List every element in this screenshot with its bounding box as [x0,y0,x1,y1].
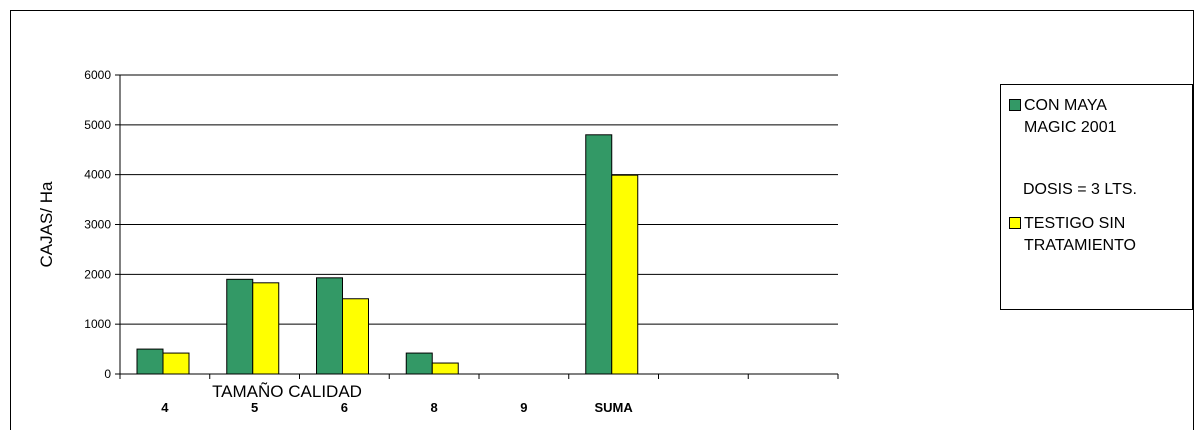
y-tick-label: 4000 [84,168,111,182]
bar-series-1 [405,352,433,375]
legend-dosis-note: DOSIS = 3 LTS. [1023,181,1137,198]
y-tick-label: 2000 [84,267,111,281]
bar-series-2 [342,298,369,375]
legend-item-series-2: TESTIGO SIN TRATAMIENTO [1009,213,1136,257]
x-axis-label: TAMAÑO CALIDAD [212,382,362,401]
x-tick-label: 5 [251,400,258,415]
legend-swatch-series-2 [1009,217,1021,229]
y-tick-label: 1000 [84,317,111,331]
x-tick-label: 4 [161,400,169,415]
y-tick-label: 5000 [84,118,111,132]
x-tick-label: 6 [341,400,348,415]
bar-series-1 [316,277,343,375]
x-tick-label: 9 [520,400,527,415]
bar-series-1 [226,278,254,375]
bar-series-1 [136,348,164,375]
bar-series-2 [611,174,639,375]
chart-frame [10,10,1194,430]
y-tick-label: 3000 [84,218,111,232]
legend-label-series-1: CON MAYA MAGIC 2001 [1024,97,1117,136]
bar-series-1 [585,134,613,375]
bar-series-2 [431,362,459,375]
x-tick-label: SUMA [594,400,633,415]
x-tick-label: 8 [431,400,438,415]
legend-swatch-series-1 [1009,99,1021,111]
legend: CON MAYA MAGIC 2001 DOSIS = 3 LTS. TESTI… [1000,84,1193,310]
bar-chart: 0 1000 2000 3000 4000 5000 6000 4 5 6 8 9 SUMA TAMAÑO… [37,68,839,415]
y-tick-label: 0 [104,367,111,381]
legend-label-series-2: TESTIGO SIN TRATAMIENTO [1024,215,1136,254]
bar-series-2 [252,282,280,375]
bar-series-2 [162,352,190,375]
legend-item-series-1: CON MAYA MAGIC 2001 [1009,95,1116,139]
y-tick-label: 6000 [84,68,111,82]
y-axis-label: CAJAS/ Ha [37,181,56,268]
